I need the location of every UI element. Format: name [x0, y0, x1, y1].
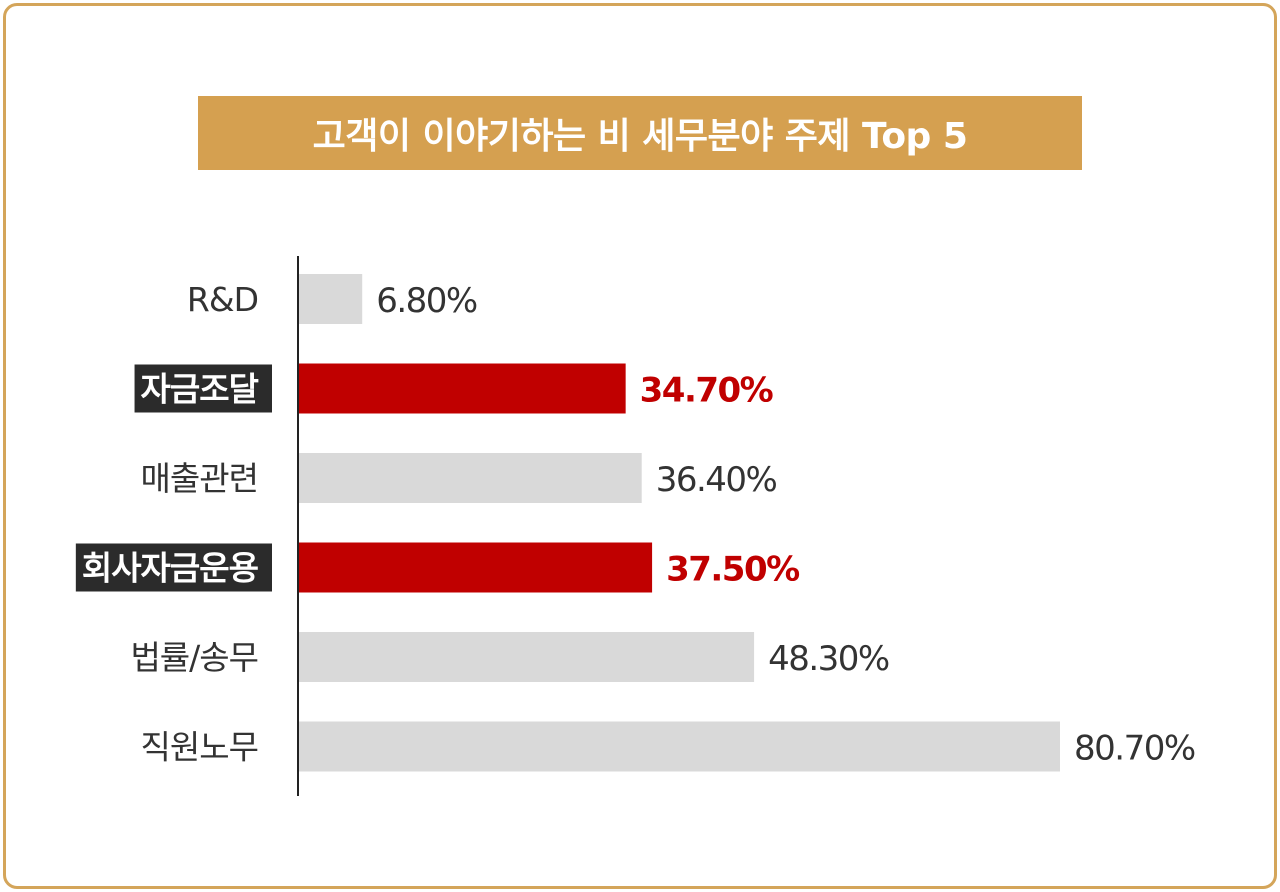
category-label: R&D: [187, 280, 258, 319]
data-label: 34.70%: [640, 371, 773, 411]
bar: [298, 632, 755, 682]
chart-title: 고객이 이야기하는 비 세무분야 주제 Top 5: [312, 116, 968, 157]
data-label: 6.80%: [376, 281, 477, 321]
category-label-highlight-bg: [134, 364, 272, 413]
category-label: 매출관련: [141, 459, 258, 498]
data-label: 48.30%: [768, 639, 889, 679]
category-label: 직원노무: [141, 728, 258, 767]
chart-title-banner: 고객이 이야기하는 비 세무분야 주제 Top 5: [198, 96, 1082, 170]
category-label: 자금조달: [141, 370, 259, 409]
bar: [298, 721, 1060, 772]
data-label: 37.50%: [666, 550, 799, 590]
category-label-highlight-bg: [75, 543, 272, 592]
category-label: 회사자금운용: [82, 549, 259, 588]
bar: [298, 453, 642, 503]
bar: [298, 363, 626, 414]
data-label: 36.40%: [656, 460, 777, 500]
category-label: 법률/송무: [130, 638, 258, 677]
bar: [298, 274, 363, 324]
data-label: 80.70%: [1074, 729, 1195, 769]
bar: [298, 542, 653, 593]
